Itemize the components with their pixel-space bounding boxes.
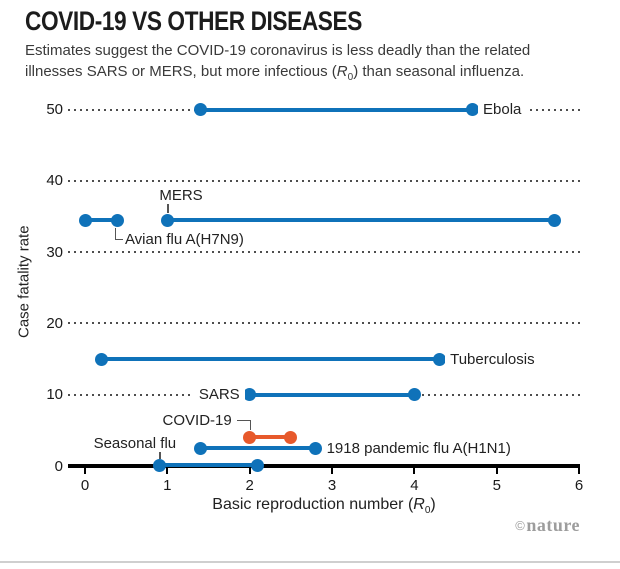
range-line-sars: [249, 392, 415, 397]
x-tick-label-1: 1: [163, 477, 172, 494]
range-line-covid-19: [249, 435, 291, 440]
dot-tuberculosis-max: [432, 352, 446, 366]
credit-name: nature: [526, 515, 580, 535]
dot-sars-max: [407, 388, 421, 402]
label-connector-covid-19: [236, 419, 251, 422]
x-axis-line: [68, 464, 580, 468]
dot-mers-max: [547, 213, 561, 227]
y-tick-label-20: 20: [46, 314, 63, 332]
x-tick-label-4: 4: [410, 477, 419, 494]
gridline-y-40: [68, 179, 580, 182]
x-tick-1: [166, 468, 169, 474]
series-label-ebola: Ebola: [478, 100, 527, 119]
bottom-divider: [0, 561, 620, 563]
dot-avian-flu-a-h7n9-max: [111, 213, 125, 227]
dot-covid-19-min: [243, 430, 257, 444]
dot-ebola-min: [193, 103, 207, 116]
x-tick-label-0: 0: [80, 477, 90, 494]
label-connector-seasonal-flu: [159, 452, 161, 460]
y-tick-label-10: 10: [46, 386, 63, 404]
x-tick-label-2: 2: [245, 477, 254, 494]
label-connector-avian-flu-a-h7n9: [114, 228, 117, 240]
x-tick-label-3: 3: [327, 477, 337, 494]
dot-avian-flu-a-h7n9-min: [78, 213, 92, 227]
x-tick-3: [331, 468, 334, 474]
label-connector-avian-flu-a-h7n9: [114, 238, 123, 240]
x-tick-2: [248, 468, 251, 474]
x-tick-label-6: 6: [574, 477, 584, 494]
y-tick-label-0: 0: [54, 457, 63, 475]
x-axis-r0-symbol: R: [413, 496, 425, 513]
dot-ebola-max: [465, 103, 479, 116]
series-label-seasonal-flu: Seasonal flu: [88, 434, 182, 454]
dot-1918-pandemic-flu-a-h1n1-min: [193, 441, 207, 455]
gridline-y-20: [68, 322, 580, 325]
dot-sars-min: [243, 388, 257, 402]
figure-title: COVID-19 VS OTHER DISEASES: [25, 6, 362, 36]
nature-credit: ©nature: [515, 515, 580, 536]
x-tick-5: [495, 468, 498, 474]
subtitle-line2-post: ) than seasonal influenza.: [353, 62, 525, 80]
series-label-1918-pandemic-flu-a-h1n1: 1918 pandemic flu A(H1N1): [321, 438, 516, 458]
x-tick-0: [84, 468, 86, 474]
range-line-mers: [167, 218, 555, 222]
dot-tuberculosis-min: [94, 352, 108, 366]
series-label-mers: MERS: [154, 186, 208, 205]
subtitle-line1: Estimates suggest the COVID-19 coronavir…: [25, 42, 531, 59]
series-label-tuberculosis: Tuberculosis: [445, 349, 540, 369]
label-connector-mers: [167, 204, 169, 213]
series-label-avian-flu-a-h7n9: Avian flu A(H7N9): [119, 230, 249, 249]
label-connector-covid-19: [249, 419, 252, 430]
dot-1918-pandemic-flu-a-h1n1-max: [309, 441, 323, 455]
dot-seasonal-flu-min: [152, 458, 166, 472]
x-tick-6: [578, 468, 581, 474]
gridline-y-30: [68, 251, 580, 254]
series-label-sars: SARS: [193, 385, 245, 405]
y-tick-label-30: 30: [46, 243, 63, 261]
series-label-covid-19: COVID-19: [157, 410, 237, 430]
range-line-ebola: [200, 107, 473, 112]
copyright-icon: ©: [515, 518, 526, 533]
figure-subtitle: Estimates suggest the COVID-19 coronavir…: [25, 42, 531, 83]
x-tick-label-5: 5: [492, 477, 501, 494]
range-line-seasonal-flu: [159, 463, 258, 468]
range-line-1918-pandemic-flu-a-h1n1: [200, 446, 316, 451]
y-tick-label-40: 40: [46, 172, 63, 190]
dot-mers-min: [160, 213, 174, 227]
y-tick-label-50: 50: [46, 101, 63, 118]
subtitle-line2-pre: illnesses SARS or MERS, but more infecti…: [25, 62, 337, 80]
subtitle-r0-symbol: R: [336, 62, 348, 80]
dot-seasonal-flu-max: [251, 458, 265, 472]
y-axis-title: Case fatality rate: [15, 225, 33, 339]
range-line-avian-flu-a-h7n9: [85, 218, 118, 222]
range-line-tuberculosis: [101, 357, 440, 362]
dot-covid-19-max: [284, 430, 298, 444]
x-axis-title: Basic reproduction number (R0): [212, 496, 436, 517]
x-tick-4: [413, 468, 416, 474]
